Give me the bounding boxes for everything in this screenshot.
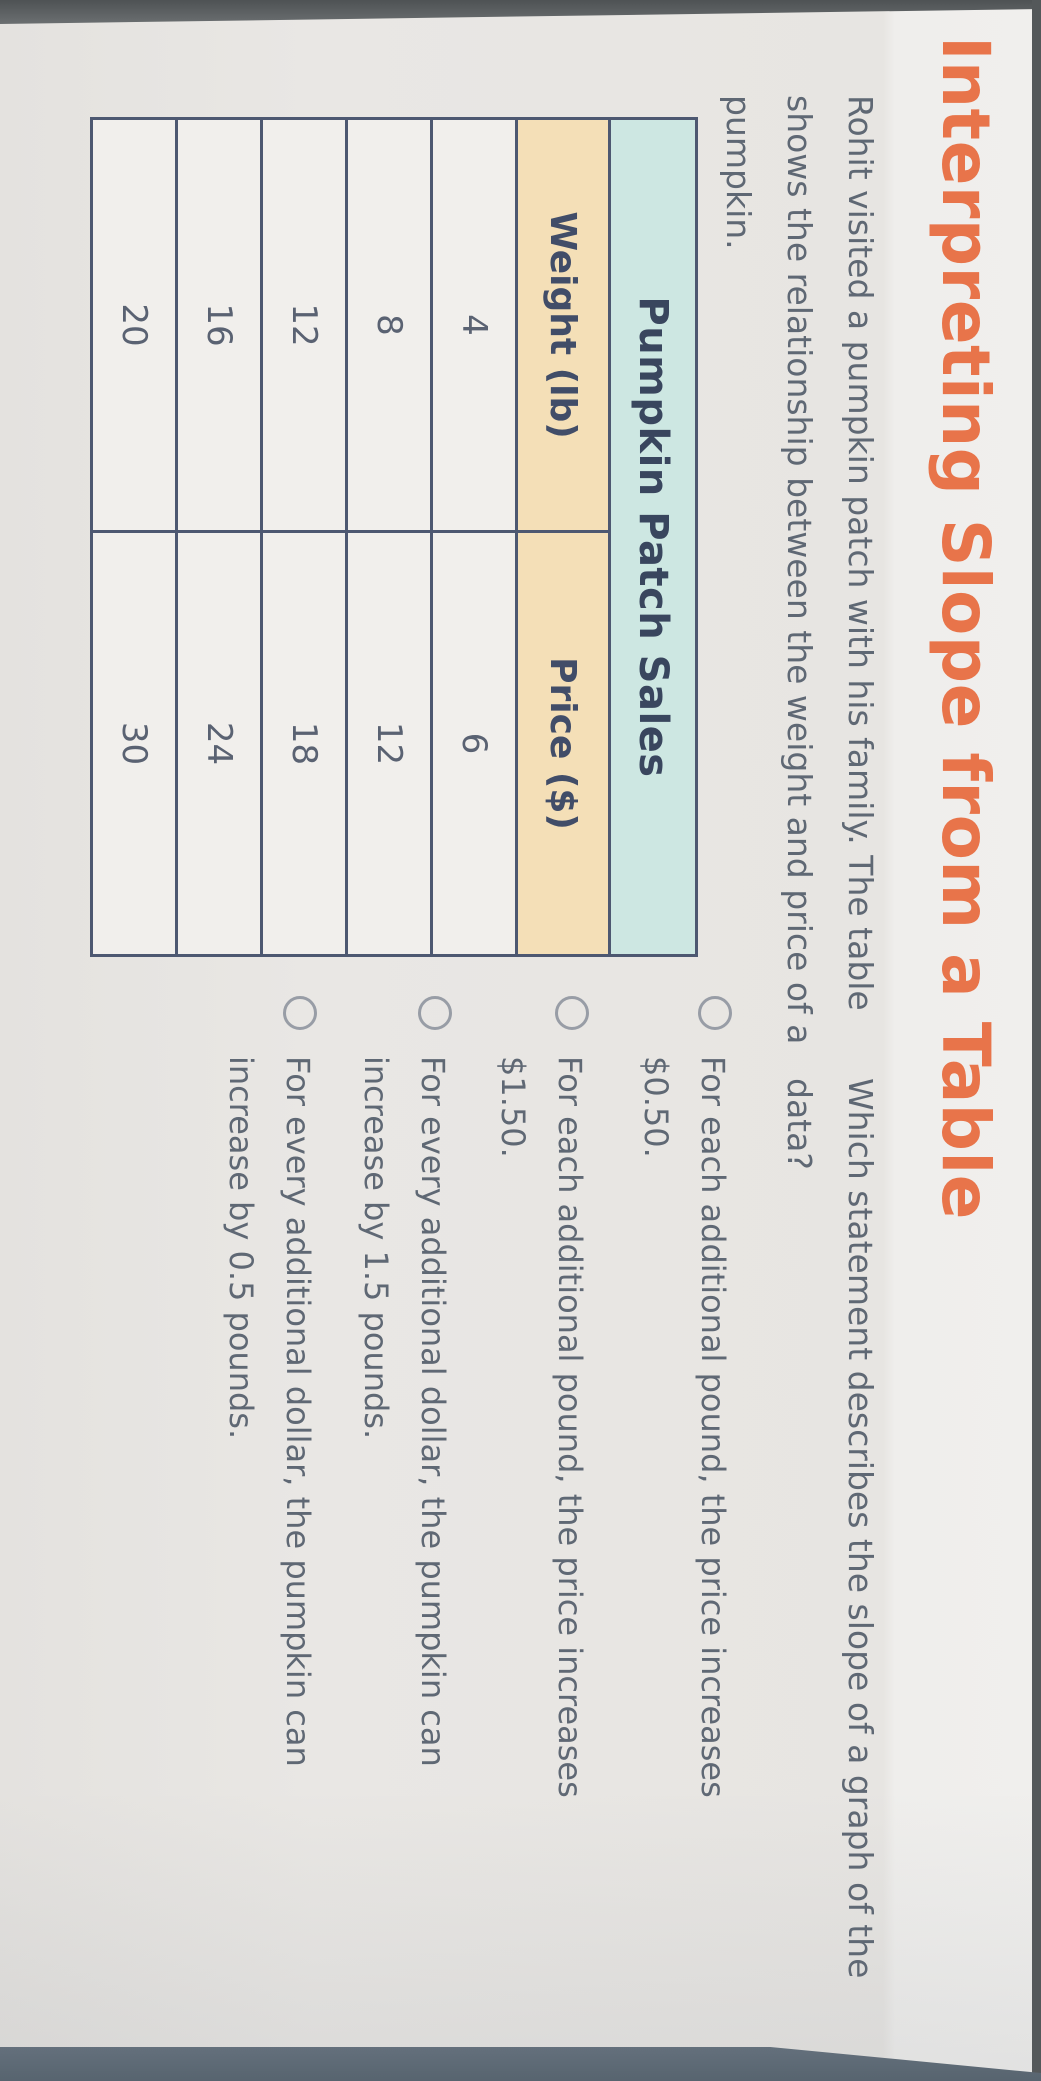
table-row: 20 30 (93, 120, 175, 954)
column-header-price: Price ($) (518, 530, 608, 954)
problem-line: shows the relationship between the weigh… (780, 95, 819, 1045)
answer-option[interactable]: For every additional dollar, the pumpkin… (347, 996, 461, 1767)
photo-edge-band-bottom (0, 2047, 1041, 2081)
table-header-row: Weight (lb) Price ($) (515, 120, 608, 954)
problem-line: pumpkin. (719, 95, 758, 250)
option-line: increase by 1.5 pounds. (357, 1056, 395, 1440)
page-title: Interpreting Slope from a Table (927, 36, 1004, 1220)
option-line: For each additional pound, the price inc… (694, 1056, 732, 1798)
answer-option-text: For each additional pound, the price inc… (484, 1056, 598, 1798)
price-cell: 6 (433, 530, 515, 954)
option-line: $0.50. (637, 1056, 675, 1158)
weight-cell: 20 (93, 120, 175, 530)
table-row: 8 12 (345, 120, 430, 954)
option-line: increase by 0.5 pounds. (222, 1056, 260, 1440)
radio-button-icon[interactable] (283, 996, 317, 1030)
table-row: 12 18 (260, 120, 345, 954)
radio-button-icon[interactable] (555, 996, 589, 1030)
photo-edge-band-right (1032, 0, 1041, 2081)
answer-option-text: For every additional dollar, the pumpkin… (347, 1056, 461, 1767)
problem-text: Rohit visited a pumpkin patch with his f… (708, 95, 891, 1044)
option-line: For each additional pound, the price inc… (551, 1056, 589, 1798)
weight-cell: 12 (263, 120, 345, 530)
price-cell: 18 (263, 530, 345, 954)
radio-button-icon[interactable] (418, 996, 452, 1030)
table-row: 4 6 (430, 120, 515, 954)
question-line: Which statement describes the slope of a… (841, 1078, 880, 1979)
answer-option-text: For each additional pound, the price inc… (627, 1056, 741, 1798)
answer-option[interactable]: For each additional pound, the price inc… (627, 996, 741, 1798)
price-cell: 24 (178, 530, 260, 954)
answer-option-text: For every additional dollar, the pumpkin… (212, 1056, 326, 1767)
table-row: 16 24 (175, 120, 260, 954)
price-cell: 12 (348, 530, 430, 954)
photo-edge-band-top (0, 0, 1041, 24)
price-cell: 30 (93, 530, 175, 954)
question-line: data? (780, 1078, 819, 1170)
weight-cell: 4 (433, 120, 515, 530)
option-line: $1.50. (494, 1056, 532, 1158)
data-table: Pumpkin Patch Sales Weight (lb) Price ($… (90, 117, 698, 957)
weight-cell: 8 (348, 120, 430, 530)
answer-option[interactable]: For each additional pound, the price inc… (484, 996, 598, 1798)
option-line: For every additional dollar, the pumpkin… (279, 1056, 317, 1767)
column-header-weight: Weight (lb) (518, 120, 608, 530)
answer-option[interactable]: For every additional dollar, the pumpkin… (212, 996, 326, 1767)
radio-button-icon[interactable] (698, 996, 732, 1030)
table-title: Pumpkin Patch Sales (608, 120, 695, 954)
problem-line: Rohit visited a pumpkin patch with his f… (841, 95, 880, 1011)
weight-cell: 16 (178, 120, 260, 530)
question-text: Which statement describes the slope of a… (769, 1078, 891, 1978)
option-line: For every additional dollar, the pumpkin… (414, 1056, 452, 1767)
